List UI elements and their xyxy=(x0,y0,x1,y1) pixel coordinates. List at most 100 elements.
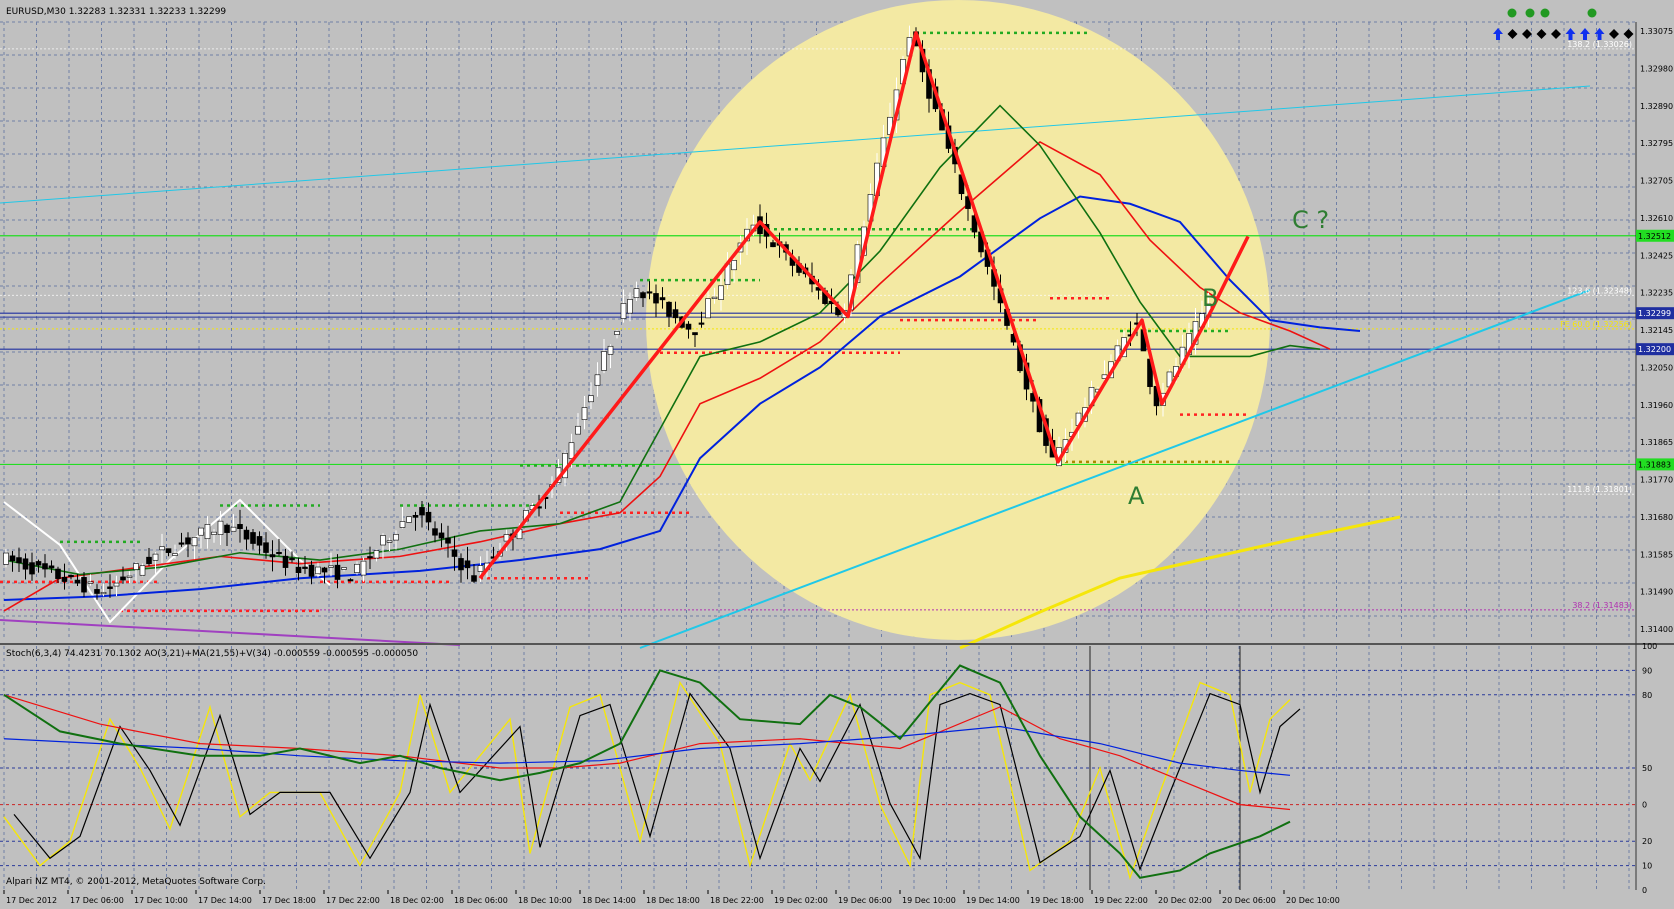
yellow-ma-line xyxy=(959,515,1401,650)
candle-body xyxy=(354,563,360,573)
candle-body xyxy=(81,577,87,593)
zigzag-line xyxy=(478,31,1250,580)
candle-body xyxy=(185,537,191,545)
white-zigzag xyxy=(3,498,331,624)
candle-body xyxy=(698,322,705,325)
time-tick: 19 Dec 14:00 xyxy=(966,896,1020,905)
candle-body xyxy=(9,555,16,562)
candle-body xyxy=(360,560,367,576)
candle-body xyxy=(425,511,432,523)
candle-body xyxy=(328,565,334,568)
price-tick: 1.32705 xyxy=(1640,177,1673,186)
up-arrow-icon xyxy=(1565,28,1576,40)
candle-body xyxy=(22,558,29,570)
candle-body xyxy=(178,542,185,545)
candle-body xyxy=(406,516,412,523)
osc-tick: 0 xyxy=(1642,801,1647,810)
candle-body xyxy=(217,520,224,535)
candle-body xyxy=(191,537,198,547)
time-tick: 19 Dec 06:00 xyxy=(838,896,892,905)
price-tag xyxy=(1636,229,1674,242)
candle-body xyxy=(711,296,718,299)
candle-body xyxy=(503,534,510,542)
price-tag-text: 1.32200 xyxy=(1638,345,1671,354)
candle-body xyxy=(263,542,269,553)
candle-body xyxy=(770,242,776,248)
price-tick: 1.32890 xyxy=(1640,102,1673,111)
time-tick: 18 Dec 22:00 xyxy=(710,896,764,905)
candle-body xyxy=(971,215,978,233)
candle-body xyxy=(386,540,393,543)
candle-body xyxy=(308,564,315,577)
candle-body xyxy=(61,576,68,582)
candle-body xyxy=(380,535,386,546)
candle-body xyxy=(438,532,445,539)
price-tick: 1.32795 xyxy=(1640,139,1673,148)
osc-tick: 20 xyxy=(1642,837,1652,846)
candle-body xyxy=(29,562,35,575)
zigzag-pattern xyxy=(478,31,1250,580)
candle-body xyxy=(55,568,61,579)
candle-body xyxy=(16,557,22,564)
time-tick: 18 Dec 10:00 xyxy=(518,896,572,905)
time-tick: 19 Dec 22:00 xyxy=(1094,896,1148,905)
candle-body xyxy=(35,561,42,566)
price-tick: 1.32980 xyxy=(1640,64,1673,73)
candle-body xyxy=(432,528,438,536)
candle-body xyxy=(341,567,347,570)
candle-body xyxy=(685,323,692,330)
candle-body xyxy=(594,374,601,386)
candle-body xyxy=(172,553,178,556)
price-tick: 1.31865 xyxy=(1640,438,1673,447)
candle-body xyxy=(42,563,48,570)
candle-body xyxy=(445,537,451,544)
label-c: C ? xyxy=(1292,206,1329,234)
price-tick: 1.31490 xyxy=(1640,588,1673,597)
candle-body xyxy=(581,407,588,420)
candle-body xyxy=(159,546,165,551)
candle-body xyxy=(477,565,484,572)
candle-body xyxy=(627,299,633,314)
osc-tick: 90 xyxy=(1642,666,1652,675)
time-tick: 18 Dec 18:00 xyxy=(646,896,700,905)
diamond-icon xyxy=(1507,29,1518,39)
candle-body xyxy=(458,558,464,571)
candle-body xyxy=(204,524,211,540)
price-tag xyxy=(1636,307,1674,320)
time-tick: 18 Dec 14:00 xyxy=(582,896,636,905)
ao-green xyxy=(3,664,1291,879)
price-tag xyxy=(1636,458,1674,471)
candle-body xyxy=(419,507,425,516)
candle-body xyxy=(256,536,263,546)
candle-body xyxy=(211,531,217,535)
candle-body xyxy=(367,556,373,559)
label-b: B xyxy=(1202,284,1218,312)
osc-tick: 100 xyxy=(1642,642,1657,651)
candle-body xyxy=(347,579,354,582)
stoch-signal xyxy=(13,692,1301,872)
candle-body xyxy=(620,303,627,319)
candle-body xyxy=(107,586,113,589)
candle-body xyxy=(315,566,321,575)
candle-body xyxy=(100,591,107,595)
oscillator-window xyxy=(0,643,1674,890)
candle-body xyxy=(399,521,406,528)
green-dot-icon xyxy=(1507,8,1517,18)
candle-body xyxy=(3,552,9,565)
candle-body xyxy=(412,514,419,518)
price-tick: 1.32235 xyxy=(1640,289,1673,298)
candle-body xyxy=(282,555,289,568)
candle-body xyxy=(393,534,399,541)
fib-label: 111.8 (1.31801) xyxy=(1567,485,1632,494)
time-tick: 17 Dec 2012 xyxy=(6,896,57,905)
price-tick: 1.32425 xyxy=(1640,251,1673,260)
diamond-icon xyxy=(1522,29,1532,39)
candle-body xyxy=(659,297,666,301)
price-tick: 1.32610 xyxy=(1640,214,1673,223)
time-tick: 17 Dec 06:00 xyxy=(70,896,124,905)
candle-body xyxy=(243,529,250,540)
up-arrow-icon xyxy=(1580,28,1590,40)
candle-body xyxy=(666,301,672,317)
price-tick: 1.31585 xyxy=(1640,550,1673,559)
